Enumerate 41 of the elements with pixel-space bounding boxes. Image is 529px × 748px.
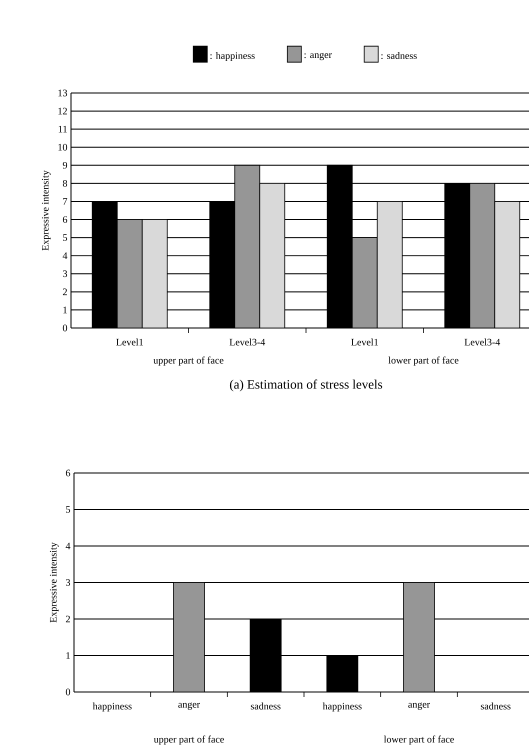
y-tick-label: 1: [66, 652, 70, 659]
y-tick-label: 0: [62, 324, 68, 332]
y-tick-label: 4: [62, 252, 68, 259]
x-tick-label: sadness: [250, 702, 281, 710]
x-tick-label: happiness: [322, 702, 362, 712]
x-tick-label: sadness: [480, 702, 511, 710]
x-tick-label: happiness: [92, 702, 132, 712]
y-tick-label: 12: [58, 108, 67, 114]
x-tick-label: Level3-4: [230, 338, 266, 346]
y-tick-label: 6: [62, 216, 68, 223]
y-tick-label: 1: [63, 306, 67, 314]
y-tick-label: 13: [58, 90, 68, 96]
y-tick-label: 6: [66, 470, 70, 476]
text: upper part of face: [153, 356, 224, 366]
x-tick-label: anger: [408, 702, 430, 710]
y-tick-label: 3: [66, 579, 70, 586]
text: upper part of face: [154, 736, 224, 745]
x-tick-label: Level1: [351, 338, 378, 346]
text: (a) Estimation of stress levels: [230, 380, 382, 392]
y-tick-label: 11: [58, 126, 67, 132]
y-tick-label: 3: [62, 270, 68, 278]
y-tick-label: 4: [66, 542, 70, 550]
y-tick-label: 9: [62, 162, 68, 169]
text: lower part of face: [384, 736, 454, 745]
legend-label: : sadness: [381, 52, 417, 60]
y-tick-label: 8: [62, 180, 68, 187]
y-tick-label: 10: [58, 144, 68, 151]
legend-label: : happiness: [210, 52, 255, 62]
y-tick-label: 5: [63, 234, 68, 241]
y-tick-label: 7: [63, 198, 68, 205]
x-tick-label: Level1: [116, 338, 143, 346]
y-tick-label: 2: [66, 616, 70, 622]
legend-label: : anger: [304, 52, 332, 60]
x-tick-label: Level3-4: [464, 338, 500, 346]
y-tick-label: 5: [66, 506, 70, 513]
y-axis-title: Expressive intensity: [50, 542, 59, 622]
y-axis-title: Expressive intensity: [42, 170, 51, 250]
x-tick-label: anger: [178, 702, 200, 710]
y-tick-label: 0: [66, 688, 70, 696]
y-tick-label: 2: [62, 288, 67, 296]
text: lower part of face: [388, 356, 458, 366]
